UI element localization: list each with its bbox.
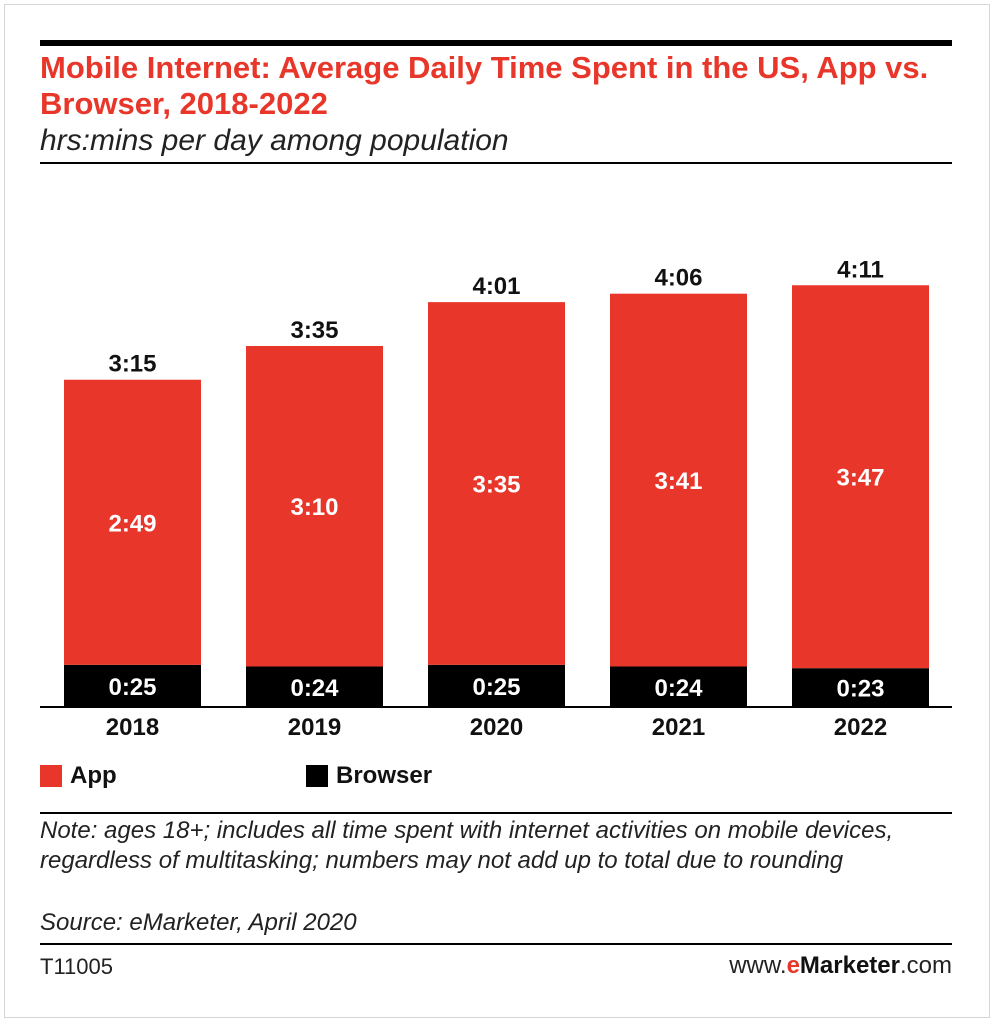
- total-label-2020: 4:01: [472, 273, 520, 300]
- bar-browser-2022: [792, 668, 929, 707]
- chart-subtitle: hrs:mins per day among population: [40, 124, 509, 157]
- site-url[interactable]: www.eMarketer.com: [729, 952, 952, 980]
- bar-browser-2019: [246, 666, 383, 707]
- data-label-browser-2019: 0:24: [290, 675, 339, 702]
- chart-code: T11005: [40, 954, 113, 979]
- total-label-2021: 4:06: [654, 265, 702, 292]
- legend-label-browser: Browser: [336, 762, 433, 789]
- chart-note: Note: ages 18+; includes all time spent …: [40, 817, 894, 874]
- legend-item-browser: Browser: [306, 762, 432, 790]
- total-label-2018: 3:15: [108, 351, 156, 378]
- data-label-app-2018: 2:49: [108, 510, 156, 537]
- site-brand-name: Marketer: [799, 952, 900, 979]
- data-label-app-2021: 3:41: [654, 468, 702, 495]
- bar-app-2019: [246, 345, 383, 667]
- site-url-prefix: www.: [729, 952, 787, 979]
- note-rule: [40, 812, 952, 814]
- data-label-app-2020: 3:35: [472, 471, 520, 498]
- bar-app-2021: [610, 293, 747, 667]
- bar-app-2018: [64, 379, 201, 665]
- x-tick-label-2022: 2022: [834, 714, 887, 741]
- bar-browser-2021: [610, 666, 747, 707]
- legend-item-app: App: [40, 762, 117, 790]
- total-label-2022: 4:11: [837, 256, 884, 283]
- data-label-app-2022: 3:47: [836, 465, 884, 492]
- chart-source: Source: eMarketer, April 2020: [40, 909, 357, 936]
- data-label-app-2019: 3:10: [290, 494, 338, 521]
- x-tick-label-2021: 2021: [652, 714, 705, 741]
- subtitle-rule: [40, 162, 952, 164]
- legend-label-app: App: [70, 762, 117, 789]
- bar-browser-2020: [428, 664, 565, 707]
- bar-chart: 0:25 2:49 3:15 2018 0:24 3:10 3:35 2019 0:25 3:35…: [40, 256, 952, 741]
- legend-swatch-app: [40, 765, 62, 787]
- legend: App Browser: [40, 762, 640, 792]
- bar-app-2020: [428, 302, 565, 665]
- footer-rule: [40, 943, 952, 945]
- data-label-browser-2018: 0:25: [108, 674, 156, 701]
- bar-browser-2018: [64, 664, 201, 707]
- data-label-browser-2020: 0:25: [472, 674, 520, 701]
- chart-frame: [4, 4, 990, 1018]
- site-brand-e: e: [786, 952, 800, 979]
- data-label-browser-2021: 0:24: [654, 675, 703, 702]
- x-tick-label-2018: 2018: [106, 714, 159, 741]
- total-label-2019: 3:35: [290, 317, 338, 344]
- x-tick-label-2020: 2020: [470, 714, 523, 741]
- x-tick-label-2019: 2019: [288, 714, 341, 741]
- data-label-browser-2022: 0:23: [836, 676, 884, 703]
- top-rule: [40, 40, 952, 46]
- chart-title: Mobile Internet: Average Daily Time Spen…: [40, 50, 929, 121]
- site-url-suffix: .com: [899, 952, 952, 979]
- legend-swatch-browser: [306, 765, 328, 787]
- bar-app-2022: [792, 285, 929, 669]
